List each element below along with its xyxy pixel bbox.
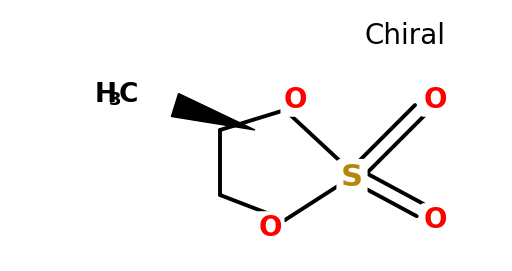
Text: C: C [119, 82, 138, 108]
Text: H: H [95, 82, 117, 108]
Text: 3: 3 [109, 91, 121, 109]
Text: O: O [423, 86, 447, 114]
Text: O: O [423, 206, 447, 234]
Text: O: O [258, 214, 282, 242]
Text: S: S [341, 163, 363, 192]
Polygon shape [172, 93, 255, 130]
Text: Chiral: Chiral [365, 22, 445, 50]
Text: O: O [283, 86, 307, 114]
